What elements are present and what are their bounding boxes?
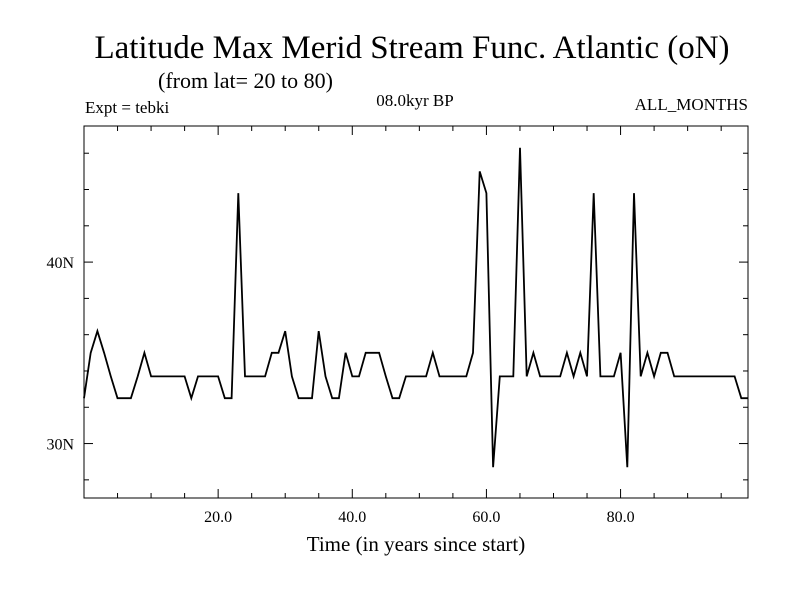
- chart-subtitle: (from lat= 20 to 80): [158, 68, 333, 93]
- period-label: 08.0kyr BP: [376, 91, 453, 110]
- x-tick-label: 40.0: [338, 509, 366, 526]
- plot-frame: [83, 125, 749, 499]
- axis-ticks: [84, 126, 748, 498]
- months-label: ALL_MONTHS: [635, 95, 748, 114]
- experiment-label: Expt = tebki: [85, 98, 169, 117]
- y-tick-label: 30N: [46, 437, 74, 454]
- x-tick-label: 80.0: [607, 509, 635, 526]
- y-tick-label: 40N: [46, 255, 74, 272]
- axis-tick-labels: 20.0 40.0 60.0 80.0 30N 40N: [46, 255, 634, 526]
- series-line: [83, 147, 748, 468]
- x-tick-label: 20.0: [204, 509, 232, 526]
- x-axis-label: Time (in years since start): [307, 532, 526, 556]
- x-tick-label: 60.0: [472, 509, 500, 526]
- chart-title: Latitude Max Merid Stream Func. Atlantic…: [94, 30, 729, 66]
